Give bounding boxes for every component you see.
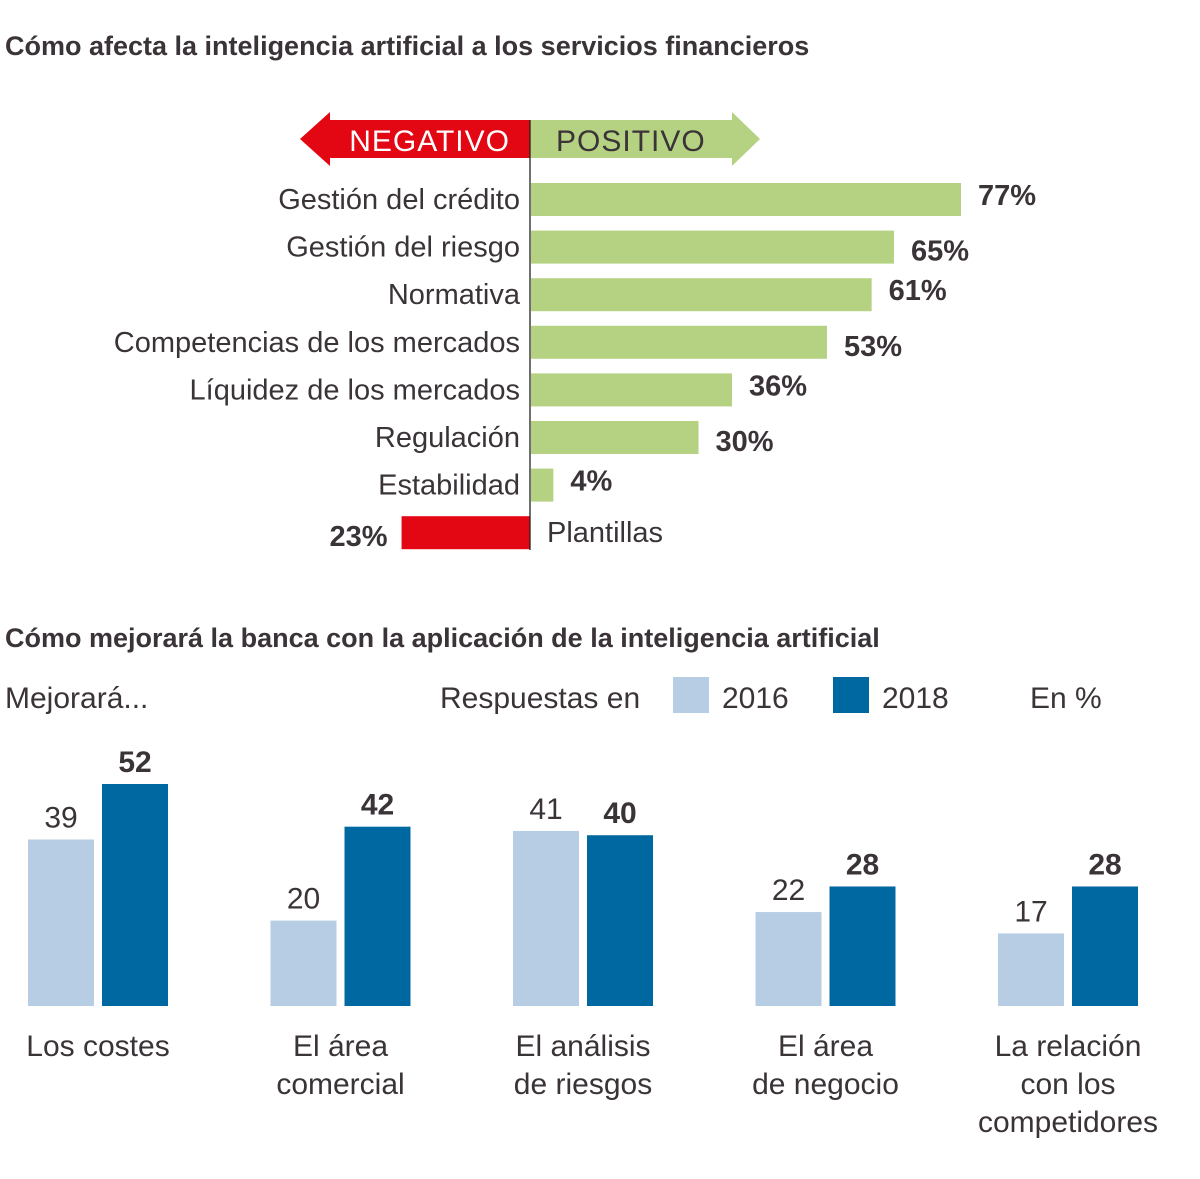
bar-2016 bbox=[28, 839, 94, 1006]
value-label: 20 bbox=[287, 883, 320, 916]
bar bbox=[531, 230, 894, 264]
category-label: Normativa bbox=[388, 279, 521, 311]
value-label: 28 bbox=[846, 848, 879, 881]
chart-title-2: Cómo mejorará la banca con la aplicación… bbox=[5, 623, 880, 653]
category-label: competidores bbox=[978, 1106, 1158, 1139]
legend-swatch-2016 bbox=[673, 677, 709, 713]
value-label: 23% bbox=[330, 521, 388, 553]
category-label: Regulación bbox=[375, 422, 520, 454]
grouped-bar-chart: 39 52 Los costes 20 42 El área comercial 41 40 El… bbox=[26, 746, 1158, 1139]
legend-prefix: Respuestas en bbox=[440, 682, 640, 715]
category-label: El área bbox=[293, 1030, 388, 1063]
value-label: 28 bbox=[1088, 848, 1121, 881]
bar bbox=[401, 516, 530, 550]
value-label: 42 bbox=[361, 789, 394, 822]
positive-arrow bbox=[530, 112, 760, 166]
value-label: 77% bbox=[978, 180, 1036, 212]
category-label: de negocio bbox=[752, 1068, 899, 1101]
bar-2018 bbox=[1072, 886, 1138, 1006]
value-label: 39 bbox=[44, 802, 77, 835]
bar bbox=[531, 325, 827, 359]
bar bbox=[531, 183, 961, 216]
category-label: Líquidez de los mercados bbox=[190, 374, 520, 406]
value-label: 17 bbox=[1014, 895, 1047, 928]
category-label: Competencias de los mercados bbox=[114, 327, 520, 359]
category-label: Los costes bbox=[26, 1030, 169, 1063]
category-label: Gestión del riesgo bbox=[286, 232, 520, 264]
bar-2018 bbox=[829, 886, 896, 1006]
bar-2018 bbox=[587, 835, 653, 1006]
legend-label-2016: 2016 bbox=[722, 682, 789, 715]
legend-swatch-2018 bbox=[833, 677, 869, 713]
positive-label: POSITIVO bbox=[556, 125, 706, 158]
bar-2018 bbox=[102, 784, 168, 1006]
value-label: 53% bbox=[844, 331, 902, 363]
value-label: 4% bbox=[570, 466, 612, 498]
negative-label: NEGATIVO bbox=[349, 125, 510, 158]
bar bbox=[531, 373, 733, 407]
value-label: 30% bbox=[716, 426, 774, 458]
category-label: comercial bbox=[276, 1068, 404, 1101]
value-label: 22 bbox=[772, 874, 805, 907]
category-label: El área bbox=[778, 1030, 873, 1063]
value-label: 40 bbox=[603, 797, 636, 830]
category-label: La relación bbox=[995, 1030, 1142, 1063]
legend-label-2018: 2018 bbox=[882, 682, 949, 715]
bar bbox=[531, 421, 699, 454]
bar-2016 bbox=[270, 920, 337, 1006]
category-label: Plantillas bbox=[547, 517, 663, 549]
diverging-bar-chart: NEGATIVO POSITIVO Gestión del crédito 77%… bbox=[114, 112, 1036, 553]
value-label: 36% bbox=[749, 370, 807, 402]
category-label: El análisis bbox=[515, 1030, 650, 1063]
bar bbox=[531, 468, 554, 502]
category-label: Estabilidad bbox=[378, 470, 520, 502]
unit-note: En % bbox=[1030, 682, 1102, 715]
value-label: 52 bbox=[118, 746, 151, 779]
bar-2016 bbox=[998, 933, 1064, 1006]
category-label: de riesgos bbox=[514, 1068, 652, 1101]
value-label: 65% bbox=[911, 236, 969, 268]
value-label: 61% bbox=[889, 275, 947, 307]
subtitle: Mejorará... bbox=[5, 682, 148, 715]
bar bbox=[531, 278, 872, 312]
category-label: con los bbox=[1020, 1068, 1115, 1101]
bar-2016 bbox=[755, 912, 822, 1006]
bar-2016 bbox=[513, 830, 579, 1006]
negative-arrow bbox=[300, 112, 530, 166]
value-label: 41 bbox=[529, 793, 562, 826]
chart-title-1: Cómo afecta la inteligencia artificial a… bbox=[5, 31, 809, 61]
bar-2018 bbox=[344, 826, 411, 1006]
category-label: Gestión del crédito bbox=[278, 184, 520, 216]
